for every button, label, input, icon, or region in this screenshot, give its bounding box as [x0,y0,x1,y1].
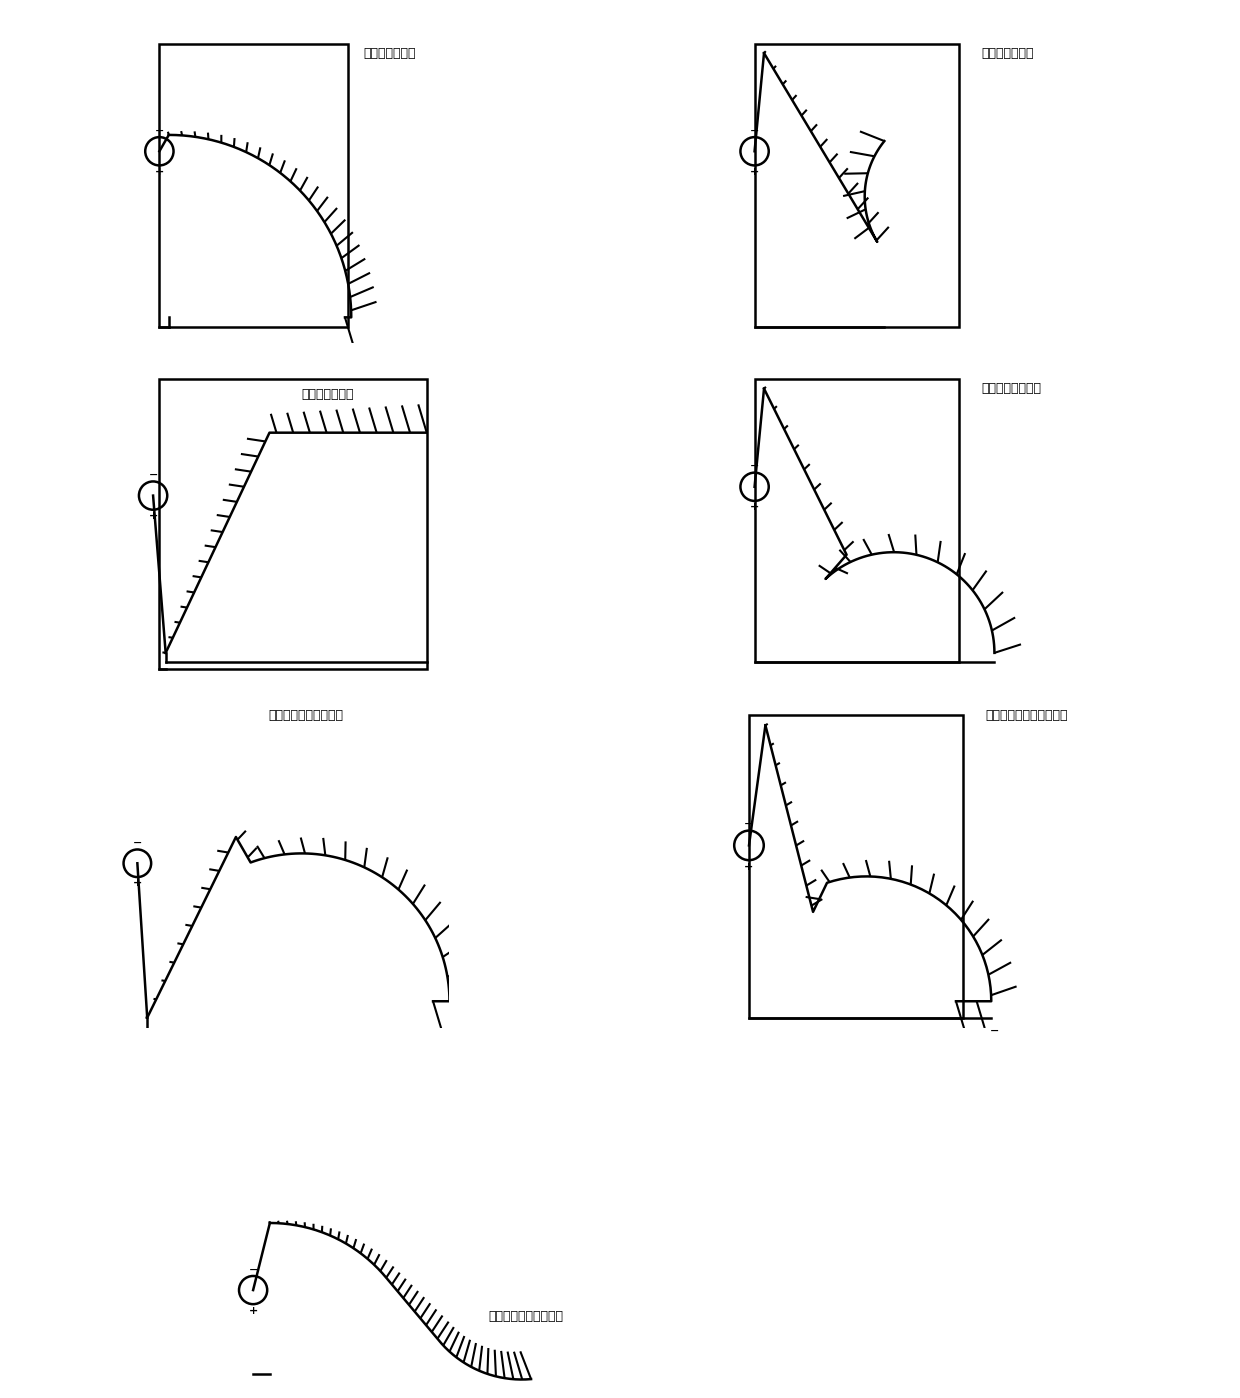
Text: −: − [750,126,759,136]
Text: +: + [248,1306,258,1316]
Bar [749,716,962,1018]
Text: −: − [744,819,754,829]
Text: +: + [744,861,754,872]
Text: 圆弧、直线、圆弧相切: 圆弧、直线、圆弧相切 [489,1310,563,1324]
Bar [160,379,427,668]
Bar [755,43,959,327]
Text: +: + [750,502,759,512]
Text: −: − [149,470,157,480]
Text: −: − [990,1026,999,1036]
Text: +: + [149,512,157,521]
Text: −: − [750,461,759,471]
Text: +: + [750,166,759,176]
Text: 直线、圆弧、直线不相切: 直线、圆弧、直线不相切 [986,709,1068,721]
Bar [160,43,348,327]
Text: 直线与直线相交: 直线与直线相交 [301,389,353,401]
Text: 圆弧与直线相切: 圆弧与直线相切 [363,46,417,60]
Bar [755,379,959,663]
Text: 圆弧与直线不相切: 圆弧与直线不相切 [981,382,1042,396]
Text: +: + [133,878,143,888]
Text: 直线、圆弧与直线相切: 直线、圆弧与直线相切 [269,709,343,721]
Text: −: − [133,839,143,849]
Text: −: − [248,1265,258,1275]
Text: +: + [155,166,164,176]
Text: 直线与圆弧相切: 直线与圆弧相切 [981,46,1034,60]
Text: −: − [155,126,164,136]
